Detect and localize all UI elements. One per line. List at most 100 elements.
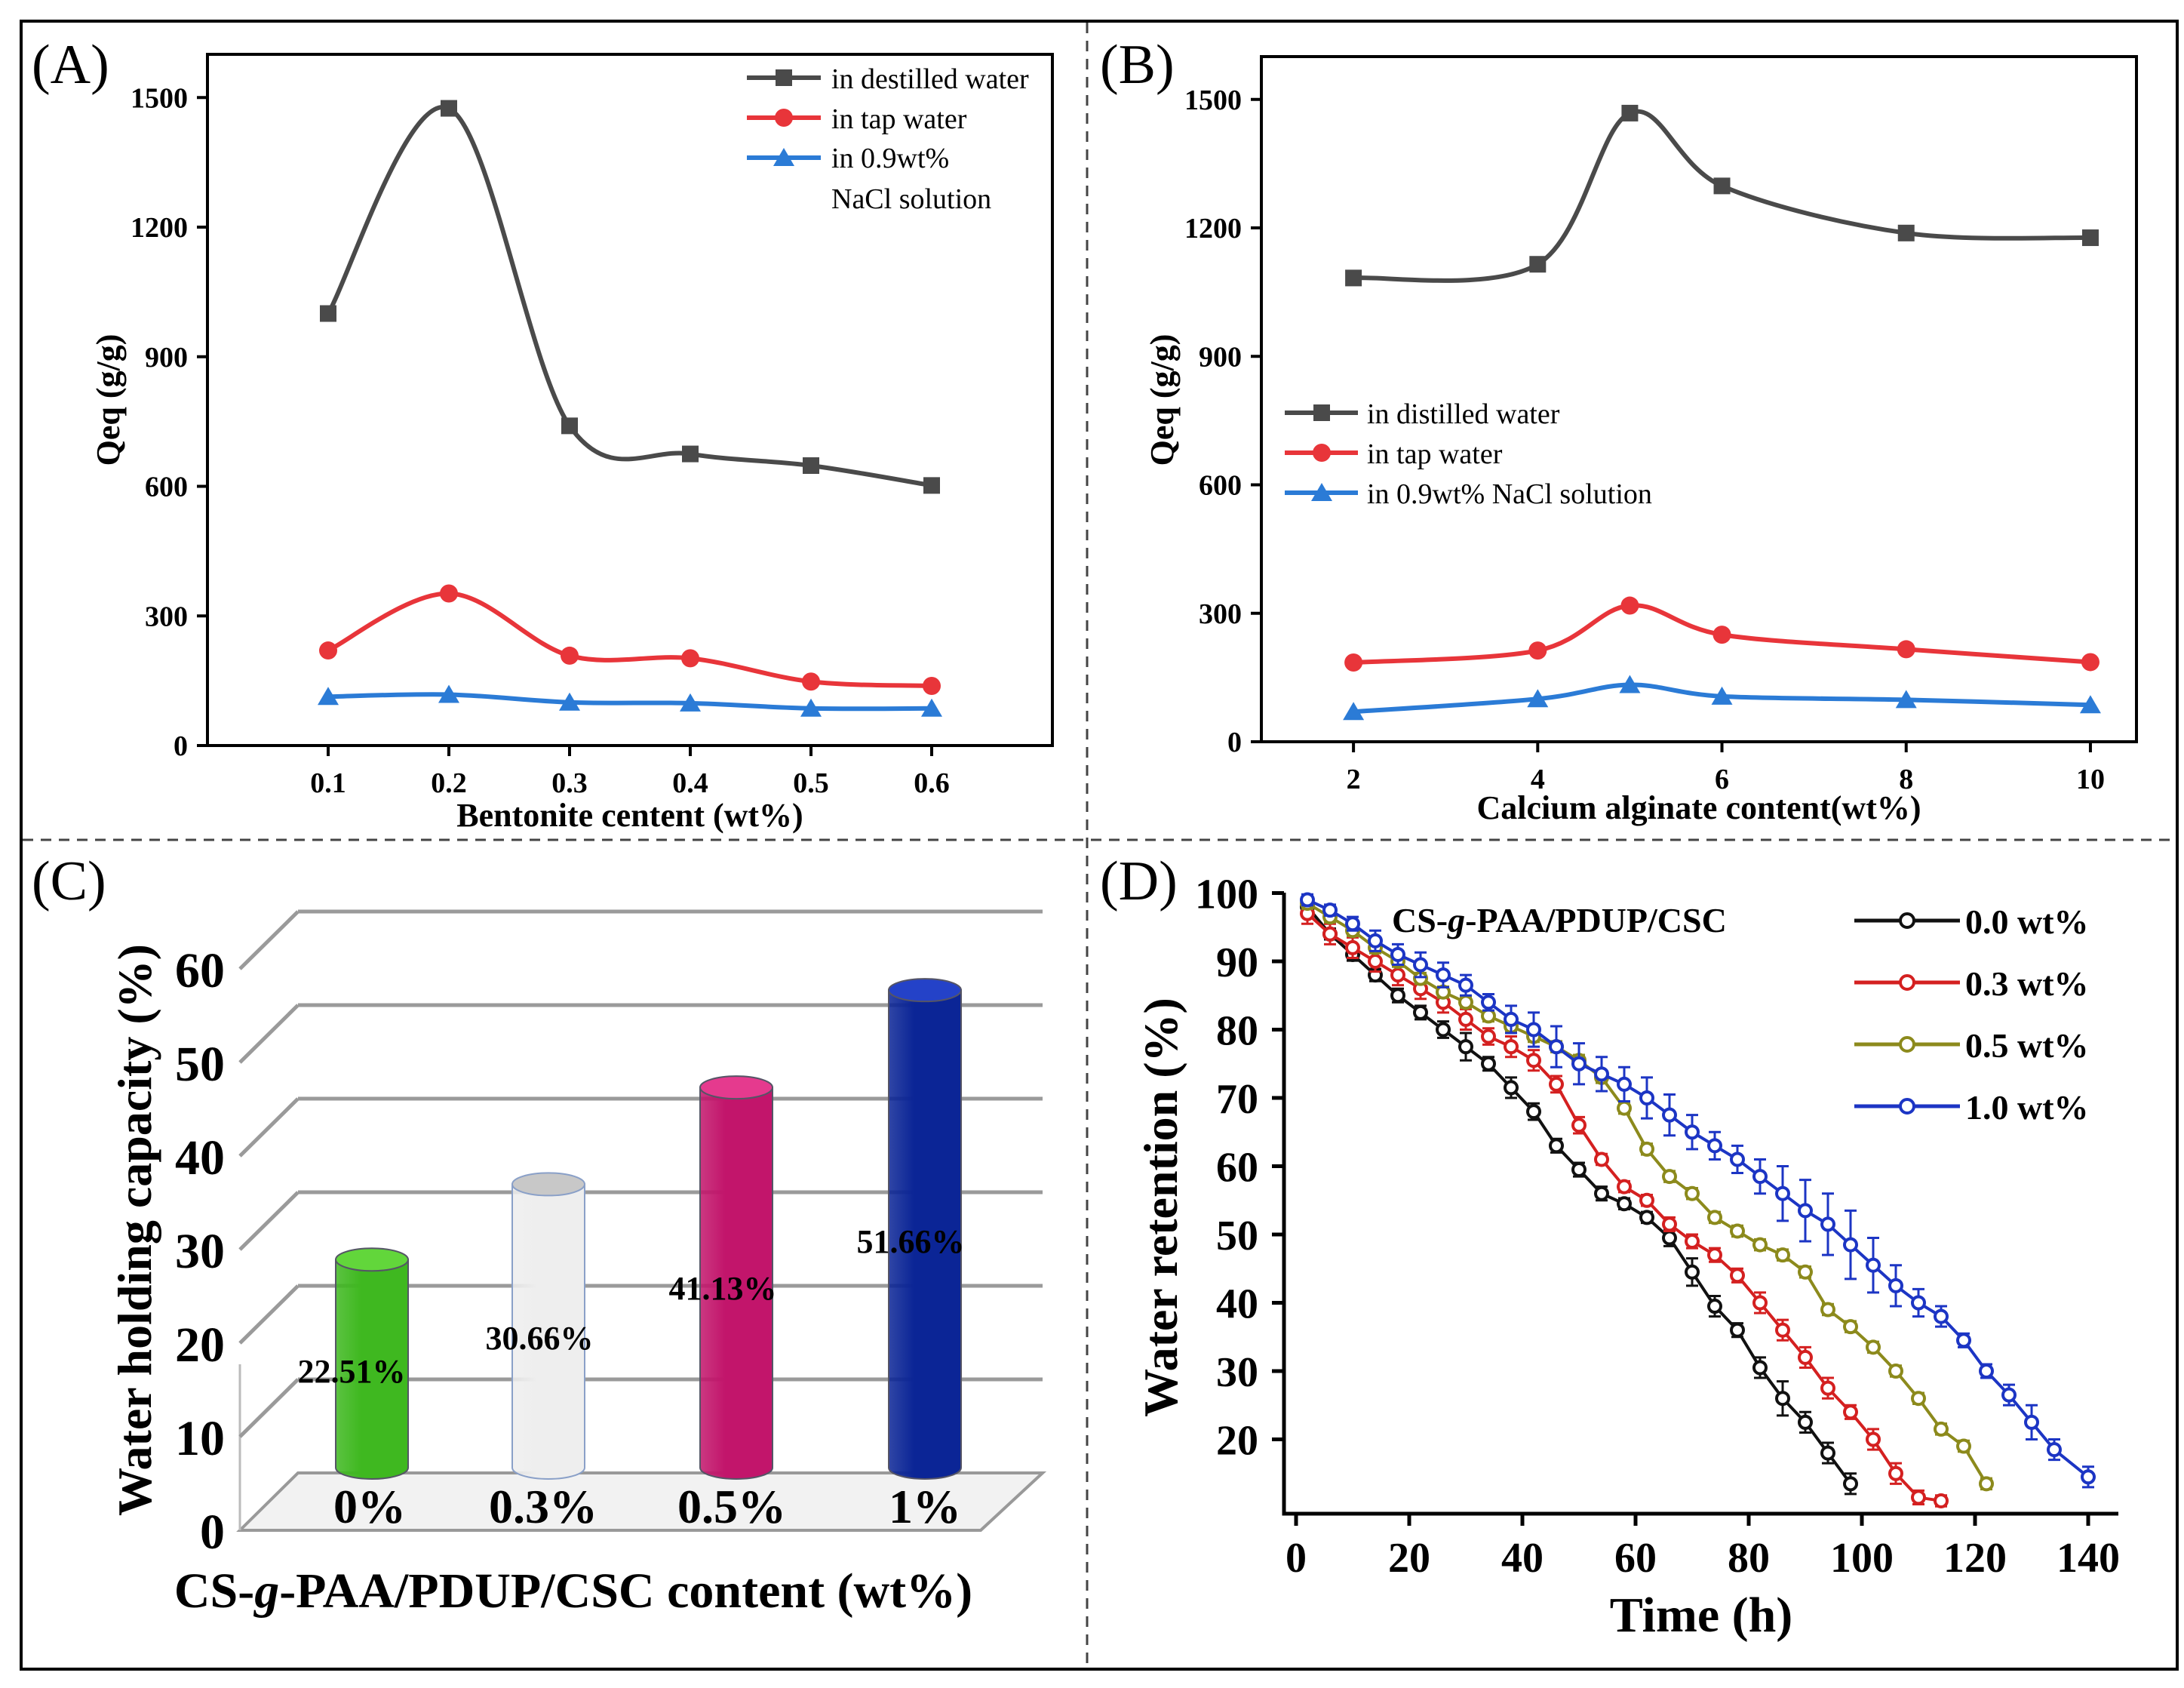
- data-point-d-3-20: [1752, 1169, 1768, 1185]
- data-point-a-2-0: [318, 687, 339, 706]
- y-tick-label-b-2: 600: [1199, 470, 1242, 502]
- x-axis-label-b: Calcium alginate content(wt%): [1476, 789, 1921, 826]
- data-point-b-0-5: [2081, 229, 2099, 247]
- y-tick-label-d-1: 30: [1216, 1349, 1258, 1396]
- plot-frame-a: [206, 53, 1054, 747]
- data-point-d-0-19: [1730, 1322, 1745, 1338]
- y-tick-label-c-1: 10: [175, 1411, 225, 1466]
- axes-a: 0.1 0.2 0.3 0.4 0.5 0.6 0 300 600 900 1200 1500: [131, 82, 950, 799]
- data-point-d-1-16: [1662, 1216, 1677, 1232]
- data-point-d-3-9: [1504, 1011, 1519, 1027]
- x-tick-label-d-1: 20: [1388, 1535, 1430, 1582]
- data-point-b-1-2: [1620, 596, 1639, 615]
- data-point-d-0-14: [1617, 1196, 1632, 1212]
- data-point-a-0-2: [561, 417, 578, 435]
- data-point-d-2-16: [1662, 1169, 1677, 1185]
- x-axis-label-a: Bentonite centent (wt%): [456, 797, 803, 834]
- panel-label-c: (C): [32, 850, 106, 912]
- legend-label-d-1: 0.3 wt%: [1965, 964, 2089, 1003]
- legend-label-b-1: in tap water: [1367, 438, 1503, 470]
- data-point-d-0-5: [1413, 1004, 1428, 1020]
- x-tick-label-d-2: 40: [1501, 1535, 1544, 1582]
- data-point-d-3-18: [1707, 1138, 1722, 1154]
- series-line-b-1: [1353, 603, 2091, 666]
- data-point-d-0-11: [1549, 1138, 1564, 1154]
- data-point-d-0-17: [1685, 1264, 1700, 1280]
- legend-marker-a-0: [776, 69, 792, 86]
- data-point-d-3-3: [1368, 933, 1383, 949]
- panel-b: (B) 2 4 6 8 10 0 300 600 900 1200 1500 Calcium alg…: [1100, 34, 2138, 826]
- legend-label-a-0: in destilled water: [831, 63, 1029, 95]
- data-point-d-1-4: [1390, 967, 1405, 983]
- x-axis-label-c-italic: g: [253, 1563, 279, 1619]
- data-point-b-2-2: [1619, 675, 1641, 693]
- data-point-d-3-8: [1481, 995, 1496, 1010]
- data-point-d-0-13: [1594, 1185, 1609, 1201]
- data-point-b-2-3: [1711, 686, 1733, 705]
- axes-b: 2 4 6 8 10 0 300 600 900 1200 1500: [1184, 85, 2105, 795]
- x-tick-label-b-0: 2: [1347, 764, 1361, 795]
- data-point-d-3-28: [1934, 1308, 1949, 1324]
- data-point-d-3-17: [1685, 1124, 1700, 1140]
- panel-c: (C) 0 10 20 30 40 50 60 0% 0.3% 0.5% 1% 22.51% 30.6…: [32, 850, 1047, 1619]
- x-tick-label-d-4: 80: [1728, 1535, 1770, 1582]
- data-point-d-1-8: [1481, 1028, 1496, 1044]
- data-point-d-1-17: [1685, 1234, 1700, 1250]
- data-point-d-3-24: [1843, 1237, 1858, 1253]
- panel-label-a: (A): [32, 34, 109, 96]
- x-tick-label-c-2: 0.5%: [677, 1480, 786, 1533]
- data-point-d-2-14: [1617, 1100, 1632, 1116]
- data-point-d-2-28: [1934, 1421, 1949, 1437]
- data-point-d-3-30: [1979, 1364, 1994, 1379]
- y-tick-label-c-6: 60: [175, 943, 225, 998]
- data-point-b-2-1: [1527, 689, 1549, 708]
- y-tick-label-d-4: 60: [1216, 1145, 1258, 1191]
- axes-c: 0 10 20 30 40 50 60 0% 0.3% 0.5% 1%: [175, 909, 1047, 1560]
- data-point-d-0-21: [1775, 1391, 1790, 1407]
- data-point-d-0-7: [1458, 1039, 1473, 1055]
- data-point-d-3-13: [1594, 1066, 1609, 1082]
- data-point-d-3-19: [1730, 1151, 1745, 1167]
- x-tick-label-a-4: 0.5: [793, 767, 829, 799]
- data-point-a-2-3: [680, 693, 701, 712]
- data-point-d-3-10: [1526, 1022, 1541, 1038]
- data-point-d-3-15: [1639, 1090, 1654, 1105]
- data-point-d-1-15: [1639, 1192, 1654, 1208]
- panel-label-d: (D): [1100, 850, 1178, 912]
- data-point-a-0-1: [441, 100, 457, 117]
- y-axis-label-a: Qeq (g/g): [90, 334, 127, 466]
- data-point-b-2-5: [2079, 695, 2101, 714]
- data-point-a-1-0: [319, 641, 337, 660]
- marks-b: [1343, 104, 2101, 721]
- x-tick-label-b-4: 10: [2076, 764, 2105, 795]
- panel-d: (D) 0 20 40 60 80 100 120 140 20 30 40 50 60 70 80 90 10…: [1100, 850, 2120, 1643]
- legend-marker-d-3: [1899, 1098, 1915, 1115]
- data-point-d-1-28: [1934, 1493, 1949, 1508]
- data-point-d-3-1: [1322, 902, 1338, 918]
- marks-a: [318, 100, 942, 717]
- data-point-d-1-25: [1866, 1431, 1881, 1447]
- data-point-d-1-3: [1368, 954, 1383, 969]
- series-line-a-2: [327, 692, 932, 712]
- data-point-b-1-3: [1712, 626, 1731, 644]
- x-tick-label-c-0: 0%: [333, 1480, 406, 1533]
- y-tick-label-c-4: 40: [175, 1130, 225, 1185]
- data-point-d-3-5: [1413, 957, 1428, 973]
- legend-label-d-0: 0.0 wt%: [1965, 902, 2089, 941]
- data-point-d-1-18: [1707, 1247, 1722, 1263]
- data-point-b-2-0: [1343, 702, 1365, 721]
- y-tick-label-c-5: 50: [175, 1037, 225, 1092]
- data-point-a-1-2: [561, 646, 579, 665]
- data-point-d-0-16: [1662, 1230, 1677, 1246]
- x-axis-label-d: Time (h): [1610, 1588, 1793, 1643]
- legend-marker-a-2: [773, 148, 794, 166]
- x-tick-label-c-3: 1%: [889, 1480, 961, 1533]
- data-point-b-2-4: [1895, 690, 1917, 709]
- data-point-d-2-30: [1979, 1476, 1994, 1492]
- bar-top-c-1: [511, 1172, 585, 1197]
- data-point-b-0-4: [1897, 224, 1915, 241]
- y-tick-label-a-3: 900: [145, 342, 188, 374]
- data-point-d-2-22: [1798, 1264, 1813, 1280]
- series-line-b-0: [1353, 109, 2091, 283]
